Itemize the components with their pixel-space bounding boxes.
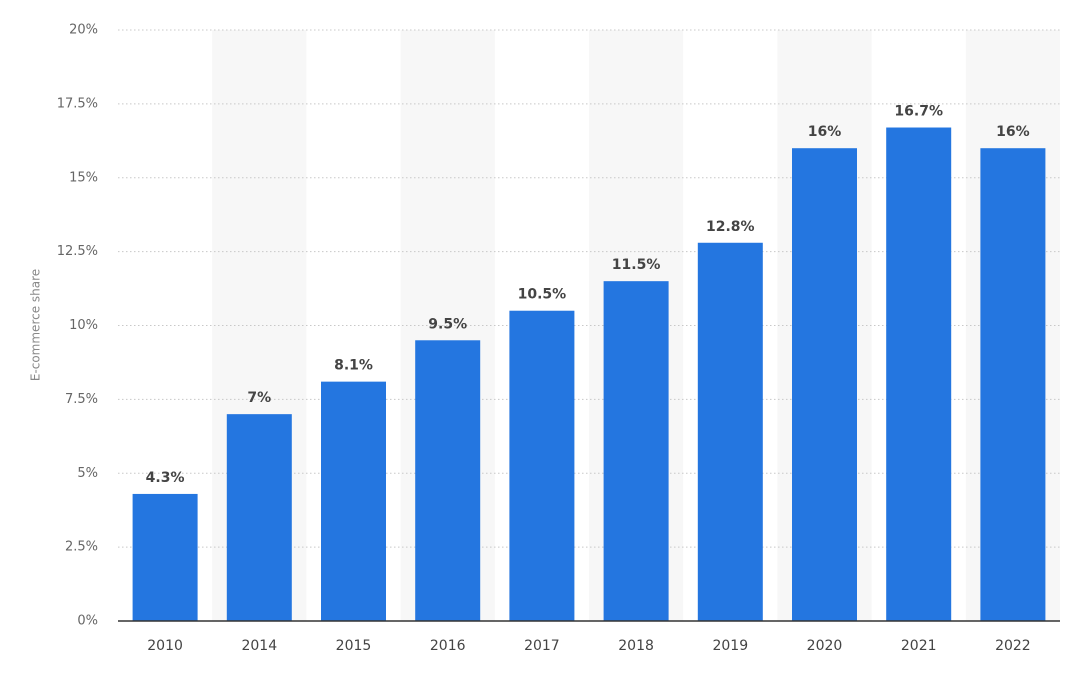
value-label: 11.5%: [612, 257, 661, 273]
bar: [792, 148, 857, 621]
y-axis-title: E-commerce share: [29, 269, 43, 381]
y-tick-label: 7.5%: [65, 392, 98, 407]
x-tick-label: 2022: [995, 638, 1031, 654]
y-tick-label: 15%: [69, 170, 98, 185]
bar: [697, 242, 763, 621]
value-label: 8.1%: [334, 358, 373, 374]
value-label: 4.3%: [146, 470, 185, 486]
x-tick-label: 2016: [430, 638, 466, 654]
value-label: 9.5%: [428, 316, 467, 332]
y-tick-label: 5%: [77, 466, 98, 481]
y-tick-label: 12.5%: [57, 244, 98, 259]
value-label: 16.7%: [894, 104, 943, 120]
value-label: 7%: [247, 390, 271, 406]
value-label: 12.8%: [706, 219, 755, 235]
bar: [509, 310, 575, 621]
x-tick-label: 2015: [336, 638, 372, 654]
y-tick-label: 10%: [69, 318, 98, 333]
bar: [415, 340, 481, 621]
bar: [226, 414, 292, 621]
bar: [132, 493, 198, 621]
bar: [886, 127, 952, 621]
x-tick-label: 2018: [618, 638, 654, 654]
y-tick-label: 0%: [77, 614, 98, 629]
x-tick-label: 2010: [147, 638, 183, 654]
bar: [603, 281, 669, 621]
value-label: 16%: [808, 124, 842, 140]
x-tick-label: 2017: [524, 638, 560, 654]
x-tick-label: 2021: [901, 638, 937, 654]
bar: [321, 381, 386, 621]
value-label: 10.5%: [518, 287, 567, 303]
x-tick-label: 2020: [807, 638, 843, 654]
bar: [980, 148, 1046, 621]
x-tick-label: 2019: [712, 638, 748, 654]
y-tick-label: 17.5%: [57, 96, 98, 111]
value-label: 16%: [996, 124, 1030, 140]
x-tick-label: 2014: [241, 638, 277, 654]
y-tick-label: 2.5%: [65, 540, 98, 555]
y-tick-label: 20%: [69, 23, 98, 38]
